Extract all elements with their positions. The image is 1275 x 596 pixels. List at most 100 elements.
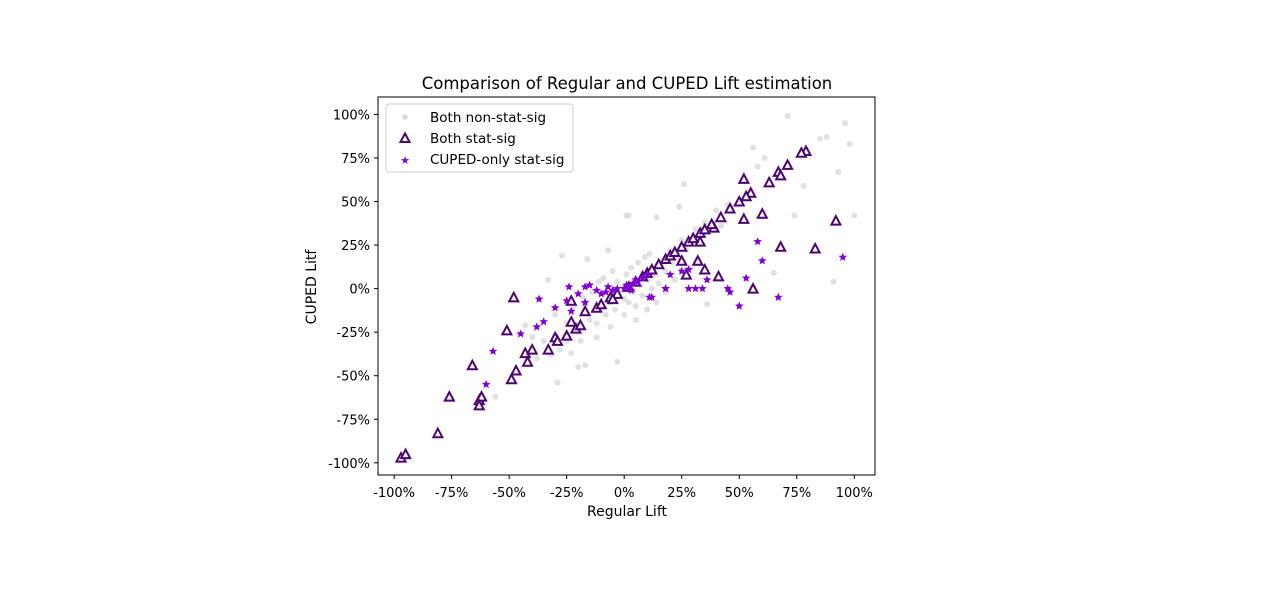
point-non-sig [593,320,600,327]
point-non-sig [595,278,602,285]
point-non-sig [851,212,858,219]
point-both-sig [526,342,539,355]
y-tick-label: 25% [341,239,370,254]
point-both-sig [443,389,456,402]
point-both-sig [723,201,737,214]
point-cuped-only-sig [647,292,657,301]
x-tick-label: 100% [836,486,873,501]
point-both-sig [500,323,514,336]
point-both-sig [739,189,753,202]
point-cuped-only-sig [631,275,640,284]
point-non-sig [628,264,635,271]
legend-marker-triangle [398,131,412,143]
point-cuped-only-sig [564,282,574,291]
point-cuped-only-sig [684,284,693,293]
point-non-sig [575,364,582,370]
point-both-sig [781,158,794,170]
point-both-sig [762,175,776,188]
point-non-sig [846,141,853,148]
point-non-sig [750,144,757,151]
point-cuped-only-sig [534,294,544,303]
point-non-sig [623,271,630,278]
point-non-sig [692,226,699,233]
point-both-sig [399,447,412,460]
legend-label-non-sig: Both non-stat-sig [430,110,546,126]
point-both-sig [466,358,479,371]
point-cuped-only-sig [567,306,576,315]
point-non-sig [621,311,628,318]
y-tick-label: -25% [336,326,370,341]
point-cuped-only-sig [665,270,675,279]
point-both-sig [737,172,751,184]
point-non-sig [522,322,529,329]
point-cuped-only-sig [753,237,762,246]
point-non-sig [623,212,630,219]
axis-ticks: -100% -75% -50% -25% 0% 25% 50% 75% 100% -100% -75… [328,108,873,501]
point-cuped-only-sig [532,322,541,331]
point-non-sig [678,236,685,243]
point-non-sig [607,323,614,330]
point-both-sig [606,292,619,305]
point-cuped-only-sig [608,285,617,294]
plot-frame [377,96,876,476]
y-tick-label: -75% [336,413,370,428]
point-non-sig [676,203,683,210]
y-axis-label: CUPED Litf [304,249,320,325]
point-cuped-only-sig [741,273,751,282]
y-tick-label: 75% [341,152,370,167]
point-cuped-only-sig [580,298,590,307]
point-non-sig [568,350,575,357]
point-both-sig [737,212,751,224]
point-non-sig [784,113,791,120]
x-tick-label: -50% [492,486,526,501]
x-tick-label: 0% [614,486,635,501]
point-both-sig [774,168,787,181]
y-tick-label: -100% [328,457,370,472]
point-non-sig [556,346,563,353]
point-non-sig [713,207,720,214]
point-non-sig [717,222,724,229]
point-both-sig [712,269,725,282]
chart-title: Comparison of Regular and CUPED Lift est… [422,74,833,93]
x-tick-label: -25% [550,486,584,501]
point-cuped-only-sig [613,284,622,293]
point-cuped-only-sig [774,292,783,301]
point-non-sig [835,168,842,175]
point-non-sig [830,278,837,285]
point-non-sig [754,163,761,170]
y-tick-label: -50% [336,370,370,385]
point-non-sig [579,294,586,301]
point-cuped-only-sig [580,282,590,291]
point-non-sig [704,301,711,308]
point-cuped-only-sig [638,273,647,282]
point-non-sig [529,334,536,341]
point-non-sig [842,120,849,127]
x-tick-label: 75% [782,486,811,501]
point-both-sig [574,318,587,331]
point-both-sig [595,297,608,310]
point-non-sig [761,154,768,161]
point-non-sig [540,337,547,344]
point-non-sig [588,289,595,296]
point-non-sig [614,358,621,365]
point-non-sig [602,311,609,318]
point-cuped-only-sig [550,303,560,312]
point-cuped-only-sig [481,379,491,389]
point-both-sig [829,214,843,226]
point-both-sig [795,146,808,158]
point-both-sig [475,389,488,402]
point-non-sig [632,303,639,310]
point-cuped-only-sig [596,289,606,298]
point-both-sig [756,207,769,219]
point-non-sig [791,212,798,219]
y-tick-label: 0% [349,283,370,298]
legend-marker-circle [402,114,408,120]
point-non-sig [582,362,589,369]
point-cuped-only-sig [758,256,767,265]
point-cuped-only-sig [735,301,744,310]
point-both-sig [505,372,518,385]
point-non-sig [632,316,639,323]
point-both-sig [551,334,564,346]
x-tick-label: 50% [725,486,754,501]
